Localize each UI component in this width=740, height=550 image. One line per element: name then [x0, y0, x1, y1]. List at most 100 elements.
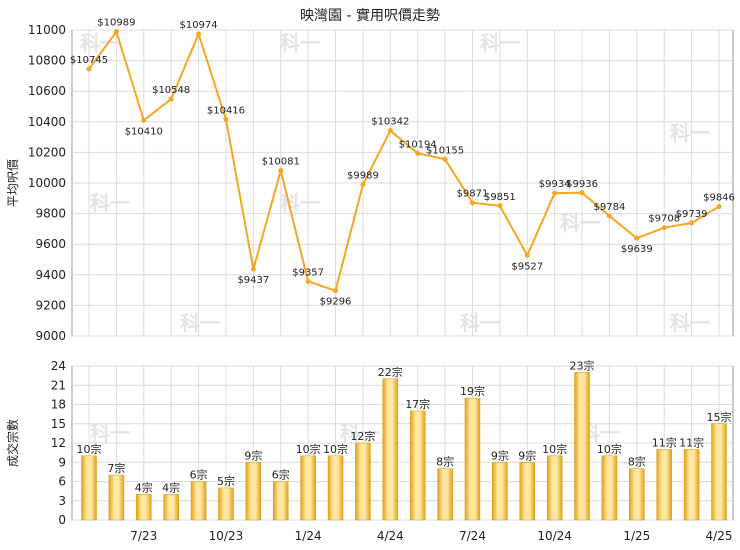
volume-ytick-label: 6 — [58, 475, 66, 489]
volume-bar — [464, 397, 481, 521]
price-watermark: 科一 — [670, 311, 710, 335]
price-point-label: $9527 — [511, 261, 543, 272]
price-point-label: $9846 — [703, 193, 735, 204]
price-point-label: $10081 — [262, 157, 300, 168]
price-watermark: 科一 — [90, 191, 130, 215]
volume-bar — [245, 462, 262, 521]
price-point — [634, 235, 640, 241]
volume-bar — [272, 481, 289, 521]
volume-bar-label: 6宗 — [190, 468, 208, 482]
volume-ytick-label: 3 — [58, 494, 66, 508]
volume-bar-label: 5宗 — [217, 474, 235, 488]
price-ytick-label: 10400 — [28, 115, 66, 129]
price-point — [716, 204, 722, 210]
volume-bar — [327, 455, 344, 521]
volume-ytick-label: 15 — [51, 417, 66, 431]
price-point-label: $10745 — [70, 55, 108, 66]
volume-bar-label: 19宗 — [460, 384, 485, 398]
volume-bar — [108, 474, 125, 521]
price-ytick-label: 10000 — [28, 176, 66, 190]
volume-bar-label: 9宗 — [244, 448, 262, 462]
volume-bar — [546, 455, 563, 521]
price-point-label: $9989 — [347, 171, 379, 182]
volume-bar — [355, 442, 371, 521]
x-tick-label: 10/24 — [537, 529, 572, 543]
volume-bar — [81, 455, 97, 521]
volume-bar-label: 15宗 — [707, 410, 732, 424]
volume-bar-label: 4宗 — [162, 480, 180, 494]
chart-title: 映灣園 - 實用呎價走勢 — [300, 7, 440, 24]
price-point — [223, 116, 229, 122]
price-point — [442, 156, 448, 162]
volume-bar — [382, 378, 399, 521]
volume-bar-label: 9宗 — [491, 448, 509, 462]
price-ytick-label: 9000 — [35, 329, 66, 343]
price-point — [333, 288, 339, 294]
price-point — [141, 117, 147, 123]
volume-bar-label: 9宗 — [518, 448, 536, 462]
volume-ytick-label: 9 — [58, 455, 66, 469]
price-point-label: $9784 — [594, 202, 626, 213]
volume-bar — [656, 449, 672, 521]
volume-bar-label: 10宗 — [296, 442, 321, 456]
price-point — [360, 182, 366, 188]
volume-ytick-label: 21 — [51, 378, 66, 392]
volume-bar — [629, 468, 645, 521]
price-point-label: $10974 — [179, 20, 217, 31]
volume-bar-label: 12宗 — [350, 429, 375, 443]
price-point-label: $10989 — [97, 18, 135, 29]
volume-bar-label: 10宗 — [323, 442, 348, 456]
volume-bar-label: 17宗 — [405, 397, 430, 411]
price-point-label: $9639 — [621, 244, 653, 255]
x-tick-label: 10/23 — [209, 529, 244, 543]
volume-bar — [218, 487, 234, 521]
volume-bar-label: 4宗 — [135, 480, 153, 494]
price-point — [415, 150, 421, 156]
price-ytick-label: 10200 — [28, 145, 66, 159]
price-point-label: $10416 — [207, 105, 245, 116]
price-ytick-label: 10600 — [28, 84, 66, 98]
volume-bar-label: 10宗 — [77, 442, 102, 456]
volume-bar-label: 6宗 — [272, 468, 290, 482]
price-point — [113, 29, 119, 35]
price-line — [88, 29, 720, 293]
price-point — [579, 190, 585, 196]
x-tick-label: 4/25 — [706, 529, 733, 543]
price-point-label: $9296 — [320, 297, 352, 308]
price-point-label: $9871 — [457, 189, 489, 200]
volume-bar — [300, 455, 316, 521]
price-point-label: $10342 — [371, 117, 409, 128]
price-ytick-label: 9600 — [35, 237, 66, 251]
price-ytick-label: 10800 — [28, 54, 66, 68]
volume-bar — [492, 462, 508, 521]
volume-ytick-label: 24 — [51, 359, 66, 373]
price-point-label: $9708 — [648, 214, 680, 225]
price-point — [168, 96, 174, 102]
volume-ytick-label: 0 — [58, 513, 66, 527]
price-point-label: $9934 — [539, 179, 571, 190]
volume-bar-label: 10宗 — [542, 442, 567, 456]
x-tick-label: 1/25 — [623, 529, 650, 543]
price-point-label: $10548 — [152, 85, 190, 96]
price-point — [305, 278, 311, 284]
price-watermark: 科一 — [280, 31, 320, 55]
volume-bar-label: 11宗 — [679, 435, 704, 449]
x-tick-label: 4/24 — [377, 529, 404, 543]
price-ylabel: 平均呎價 — [6, 159, 20, 207]
price-point — [524, 252, 530, 258]
price-point — [606, 213, 612, 219]
price-watermark: 科一 — [670, 121, 710, 145]
price-point-label: $10155 — [426, 145, 464, 156]
volume-bar — [190, 481, 207, 521]
price-point-label: $9936 — [566, 179, 598, 190]
volume-watermark: 科一 — [90, 421, 130, 445]
volume-bar-label: 8宗 — [628, 455, 646, 469]
price-point — [196, 31, 202, 37]
price-ytick-label: 9200 — [35, 298, 66, 312]
price-point — [250, 266, 256, 272]
volume-watermark: 科一 — [340, 421, 380, 445]
price-point — [278, 168, 284, 174]
